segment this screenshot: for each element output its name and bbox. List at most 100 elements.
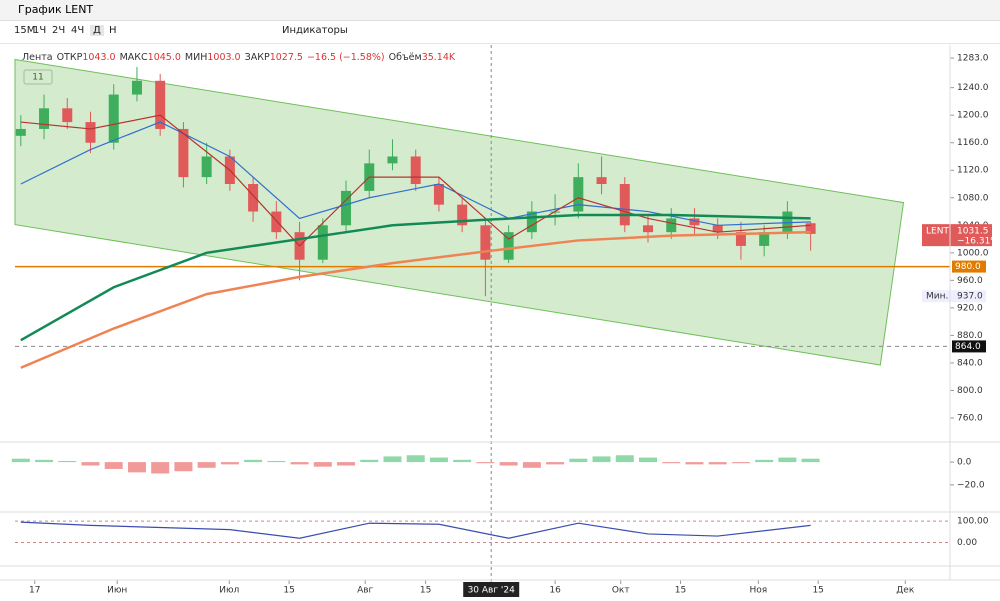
macd-bar (662, 462, 681, 464)
macd-bar (11, 458, 30, 463)
moving-average (20, 230, 811, 369)
x-tick-label: Дек (896, 586, 915, 596)
macd-bar (522, 462, 541, 468)
x-tick-label: 30 Авг '24 (468, 586, 516, 596)
moving-average (20, 213, 811, 342)
interval-button[interactable]: 2Ч (52, 25, 66, 36)
crosshair-label-bg (463, 582, 520, 597)
candle-body (782, 211, 793, 233)
level-tag (952, 260, 986, 273)
y-tick-label: 1120.0 (957, 166, 989, 176)
macd-bar (685, 462, 704, 465)
candle-body (271, 211, 282, 233)
candle-body (805, 223, 816, 234)
y-tick-label: 1283.0 (957, 54, 989, 64)
ohlc-label: МИН (184, 52, 208, 63)
y-tick-label: 760.0 (957, 413, 983, 423)
y-tick-label: 1080.0 (957, 193, 989, 203)
macd-bar (313, 462, 332, 467)
candle-body (735, 232, 746, 246)
symbol-name: Лента (22, 52, 53, 63)
y-tick-label: −20.0 (957, 480, 985, 490)
volume-value: 35.14K (421, 52, 456, 63)
candle-body (573, 177, 584, 212)
candle-body (712, 225, 723, 233)
level-label: 864.0 (955, 342, 981, 352)
macd-bar (453, 459, 472, 463)
y-tick-label: 1200.0 (957, 111, 989, 121)
macd-bar (476, 462, 495, 464)
level-label: 980.0 (955, 262, 981, 272)
y-tick-label: 1240.0 (957, 83, 989, 93)
ohlc-value: 1027.5 (269, 52, 303, 63)
macd-bar (220, 462, 239, 465)
stoch-line (20, 521, 811, 539)
ohlc-value: 1003.0 (207, 52, 241, 63)
y-tick-label: 0.00 (957, 538, 977, 548)
title-bar: График LENT (0, 0, 1000, 21)
candle-body (62, 108, 73, 123)
macd-bar (592, 456, 611, 463)
candle-body (248, 184, 259, 212)
macd-bar (244, 459, 263, 463)
macd-bar (337, 462, 356, 466)
macd-bar (778, 457, 797, 463)
ohlc-value: 1043.0 (82, 52, 116, 63)
moving-average (20, 114, 811, 247)
candle-body (15, 128, 26, 136)
candle-body (178, 128, 189, 178)
interval-button[interactable]: 15М (14, 25, 36, 36)
macd-bar (104, 462, 123, 469)
indicators-button[interactable]: Индикаторы (282, 25, 348, 36)
macd-bar (406, 455, 425, 463)
interval-button[interactable]: Д (90, 25, 104, 36)
y-tick-label: 0.0 (957, 458, 972, 468)
interval-button[interactable]: 1Ч (33, 25, 47, 36)
candle-body (201, 156, 212, 178)
macd-bar (429, 457, 448, 463)
macd-bar (197, 462, 216, 468)
macd-bar (639, 457, 658, 463)
macd-bar (360, 459, 379, 463)
ohlc-label: МАКС (119, 52, 148, 63)
macd-bar (569, 458, 588, 463)
last-value: 1031.5 (957, 227, 989, 237)
candle-body (155, 80, 166, 129)
candle-body (643, 225, 654, 233)
candle-body (317, 225, 328, 260)
level-tag (952, 340, 986, 353)
indicator-badge (23, 69, 53, 85)
macd-bar (174, 462, 193, 472)
candle-body (85, 122, 96, 143)
candle-body (480, 225, 491, 260)
interval-button[interactable]: Н (109, 25, 117, 36)
x-tick-label: 15 (675, 586, 686, 596)
candle-body (619, 184, 630, 226)
change: −16.5 (−1.58%) (306, 52, 385, 63)
y-tick-label: 100.00 (957, 517, 989, 527)
ohlc-label: ОТКР (56, 52, 83, 63)
macd-bar (383, 456, 402, 463)
ohlc-label: ЗАКР (244, 52, 270, 63)
macd-bar (801, 458, 820, 463)
y-tick-label: 960.0 (957, 276, 983, 286)
x-tick-label: 17 (29, 586, 40, 596)
x-tick-label: Авг (357, 586, 373, 596)
x-tick-label: 15 (420, 586, 431, 596)
x-tick-label: 15 (812, 586, 823, 596)
candle-body (387, 156, 398, 164)
x-tick-label: Июл (219, 586, 239, 596)
y-tick-label: 920.0 (957, 303, 983, 313)
ohlc-value: 1045.0 (147, 52, 181, 63)
legend: Лента ОТКР1043.0 МАКС1045.0 МИН1003.0 ЗАКР10… (22, 52, 455, 63)
x-tick-label: Ноя (750, 586, 768, 596)
candle-body (759, 232, 770, 246)
macd-bar (615, 455, 634, 463)
x-tick-label: Окт (612, 586, 630, 596)
macd-bar (290, 462, 309, 465)
candle-body (596, 177, 607, 185)
y-tick-label: 840.0 (957, 358, 983, 368)
interval-button[interactable]: 4Ч (71, 25, 85, 36)
macd-bar (731, 462, 750, 464)
